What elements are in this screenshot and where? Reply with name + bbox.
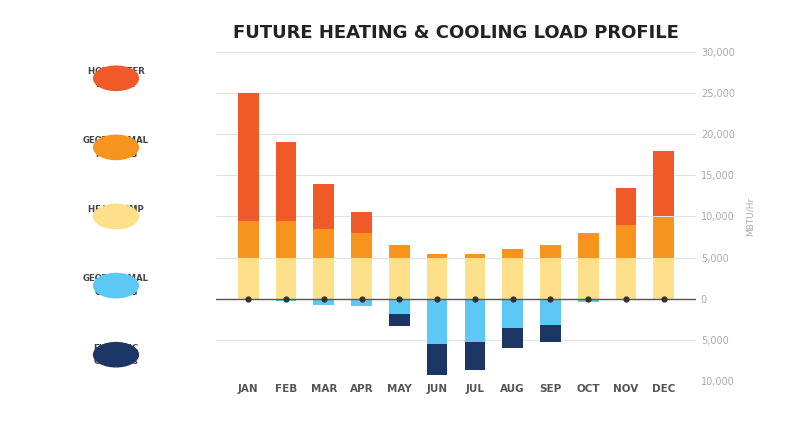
Bar: [314, 229, 334, 258]
Bar: [540, 258, 561, 299]
Bar: [389, 299, 410, 313]
Text: CHILLERs: CHILLERs: [94, 357, 138, 366]
Bar: [502, 249, 523, 258]
Bar: [540, 245, 561, 258]
Bar: [616, 188, 637, 225]
Bar: [275, 142, 296, 220]
Bar: [275, 299, 296, 301]
Bar: [351, 212, 372, 233]
Bar: [578, 258, 598, 299]
Bar: [314, 299, 334, 305]
Bar: [389, 313, 410, 326]
Bar: [465, 342, 486, 370]
Bar: [465, 299, 486, 342]
Bar: [389, 245, 410, 258]
Bar: [389, 258, 410, 299]
Bar: [351, 299, 372, 306]
Bar: [426, 299, 447, 344]
Bar: [616, 225, 637, 258]
Y-axis label: MBTU/Hr: MBTU/Hr: [746, 197, 755, 236]
Bar: [275, 220, 296, 258]
Bar: [426, 258, 447, 299]
Bar: [351, 233, 372, 258]
Bar: [654, 216, 674, 258]
Title: FUTURE HEATING & COOLING LOAD PROFILE: FUTURE HEATING & COOLING LOAD PROFILE: [233, 24, 679, 42]
Bar: [578, 299, 598, 302]
Bar: [616, 258, 637, 299]
Text: ONLY: ONLY: [104, 219, 128, 228]
Text: BOILERS: BOILERS: [95, 81, 137, 90]
Bar: [540, 299, 561, 325]
Bar: [654, 151, 674, 216]
Text: GEOTHERMAL: GEOTHERMAL: [83, 136, 149, 145]
Text: ELECTRIC: ELECTRIC: [94, 343, 138, 352]
Bar: [578, 233, 598, 258]
Bar: [351, 258, 372, 299]
Text: GEOTHERMAL: GEOTHERMAL: [83, 275, 149, 284]
Bar: [654, 258, 674, 299]
Bar: [314, 184, 334, 229]
Text: HEATING: HEATING: [95, 149, 137, 158]
Bar: [540, 325, 561, 342]
Text: COOLING: COOLING: [94, 288, 138, 297]
Bar: [465, 258, 486, 299]
Bar: [426, 344, 447, 375]
Bar: [275, 258, 296, 299]
Bar: [616, 299, 637, 300]
Bar: [238, 93, 258, 220]
Text: HOT WATER: HOT WATER: [87, 67, 145, 76]
Bar: [502, 258, 523, 299]
Text: HEAT PUMP: HEAT PUMP: [88, 205, 144, 214]
Bar: [426, 254, 447, 258]
Bar: [502, 299, 523, 327]
Bar: [314, 258, 334, 299]
Bar: [465, 254, 486, 258]
Bar: [238, 220, 258, 258]
Bar: [502, 327, 523, 348]
Bar: [238, 258, 258, 299]
